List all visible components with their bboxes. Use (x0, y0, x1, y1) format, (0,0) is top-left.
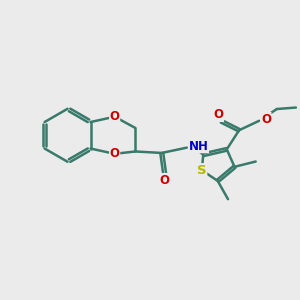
Text: NH: NH (189, 140, 208, 153)
Text: O: O (110, 110, 120, 123)
Text: O: O (160, 173, 170, 187)
Text: O: O (110, 147, 120, 160)
Text: O: O (261, 112, 271, 125)
Text: S: S (197, 164, 207, 177)
Text: O: O (214, 108, 224, 122)
